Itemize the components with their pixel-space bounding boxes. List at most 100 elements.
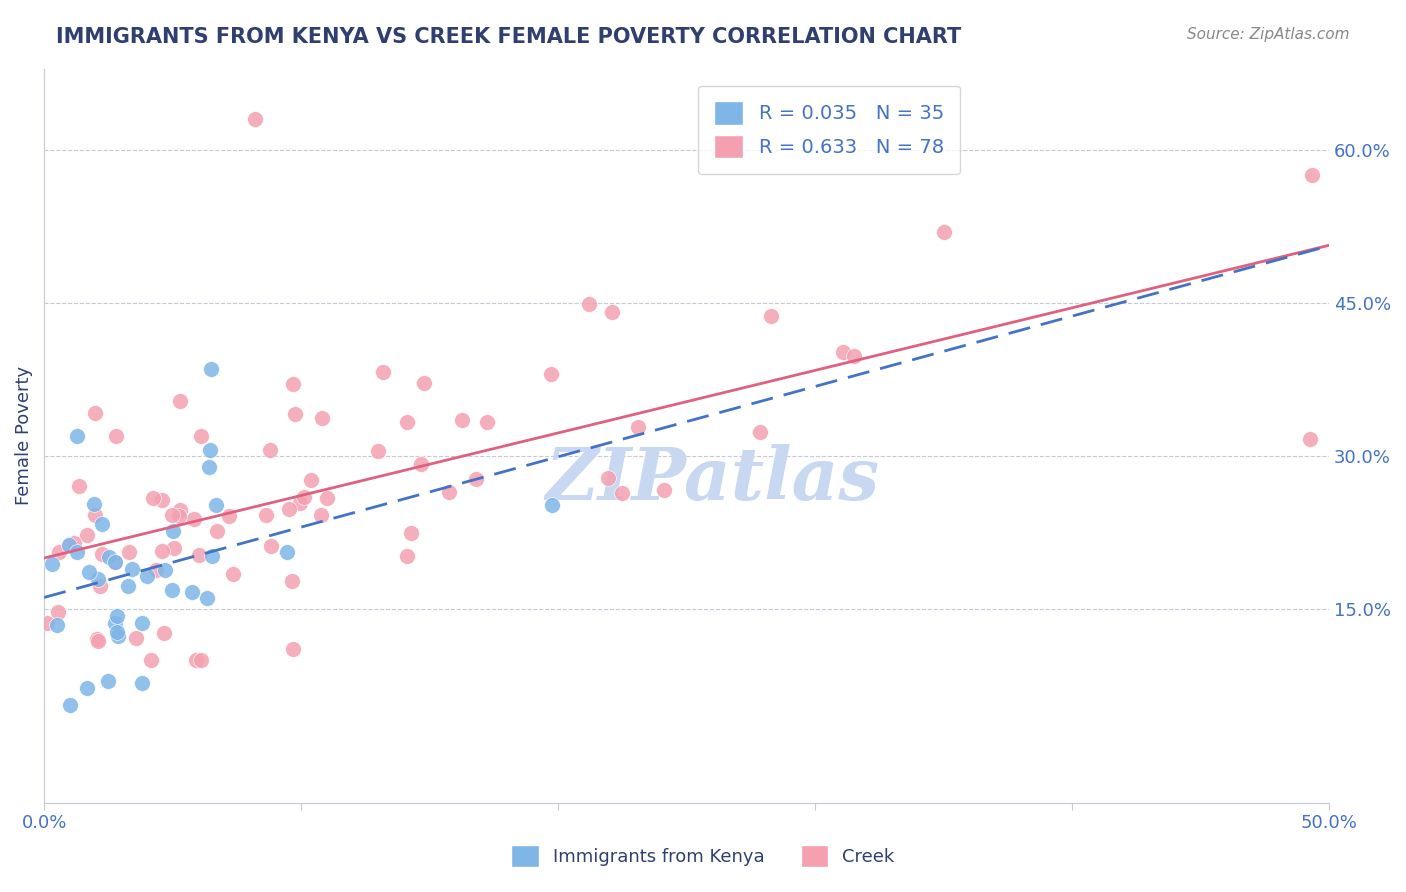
Point — [316, 491, 339, 505]
Point — [163, 541, 186, 555]
Point — [104, 555, 127, 569]
Point — [160, 582, 183, 597]
Point — [104, 616, 127, 631]
Point — [281, 574, 304, 588]
Point — [749, 425, 772, 440]
Point — [221, 566, 243, 581]
Point — [169, 503, 191, 517]
Point — [190, 429, 212, 443]
Point — [198, 459, 221, 474]
Point — [97, 673, 120, 688]
Point — [254, 508, 277, 523]
Point — [367, 443, 389, 458]
Legend: R = 0.035   N = 35, R = 0.633   N = 78: R = 0.035 N = 35, R = 0.633 N = 78 — [699, 86, 959, 174]
Point — [205, 524, 228, 539]
Point — [205, 498, 228, 512]
Point — [627, 420, 650, 434]
Point — [90, 516, 112, 531]
Point — [104, 429, 127, 443]
Point — [284, 407, 307, 421]
Point — [48, 545, 70, 559]
Point — [66, 428, 89, 442]
Point — [652, 483, 675, 497]
Point — [86, 632, 108, 646]
Point — [190, 653, 212, 667]
Point — [1299, 433, 1322, 447]
Point — [107, 629, 129, 643]
Point — [437, 485, 460, 500]
Point — [276, 545, 298, 559]
Point — [131, 615, 153, 630]
Point — [610, 485, 633, 500]
Point — [371, 365, 394, 379]
Point — [152, 492, 174, 507]
Point — [162, 524, 184, 538]
Point — [596, 471, 619, 485]
Point — [167, 508, 190, 523]
Point — [153, 626, 176, 640]
Point — [198, 442, 221, 457]
Point — [83, 406, 105, 420]
Point — [932, 225, 955, 239]
Point — [283, 642, 305, 657]
Text: IMMIGRANTS FROM KENYA VS CREEK FEMALE POVERTY CORRELATION CHART: IMMIGRANTS FROM KENYA VS CREEK FEMALE PO… — [56, 27, 962, 46]
Point — [292, 490, 315, 504]
Point — [59, 698, 82, 712]
Point — [260, 540, 283, 554]
Point — [832, 345, 855, 359]
Point — [602, 304, 624, 318]
Point — [87, 572, 110, 586]
Point — [243, 112, 266, 127]
Point — [540, 367, 562, 381]
Point — [184, 653, 207, 667]
Point — [155, 563, 177, 577]
Point — [131, 675, 153, 690]
Point — [200, 362, 222, 376]
Point — [299, 473, 322, 487]
Point — [76, 681, 98, 696]
Point — [84, 508, 107, 523]
Point — [105, 609, 128, 624]
Point — [277, 502, 299, 516]
Point — [87, 633, 110, 648]
Point — [842, 349, 865, 363]
Point — [59, 537, 82, 551]
Point — [281, 376, 304, 391]
Point — [58, 538, 80, 552]
Text: Source: ZipAtlas.com: Source: ZipAtlas.com — [1187, 27, 1350, 42]
Point — [46, 605, 69, 619]
Point — [396, 415, 419, 429]
Point — [125, 631, 148, 645]
Point — [136, 569, 159, 583]
Point — [67, 478, 90, 492]
Point — [290, 496, 312, 510]
Point — [83, 497, 105, 511]
Point — [150, 544, 173, 558]
Point — [1301, 168, 1323, 182]
Point — [759, 309, 782, 323]
Point — [35, 615, 58, 630]
Point — [197, 591, 219, 605]
Point — [76, 528, 98, 542]
Point — [311, 508, 333, 523]
Legend: Immigrants from Kenya, Creek: Immigrants from Kenya, Creek — [505, 838, 901, 874]
Point — [145, 563, 167, 577]
Point — [66, 544, 89, 558]
Point — [465, 472, 488, 486]
Point — [118, 545, 141, 559]
Point — [121, 562, 143, 576]
Point — [169, 394, 191, 409]
Point — [399, 526, 422, 541]
Point — [181, 585, 204, 599]
Point — [1369, 248, 1392, 262]
Point — [104, 555, 127, 569]
Point — [63, 535, 86, 549]
Point — [142, 491, 165, 506]
Point — [160, 508, 183, 523]
Point — [409, 457, 432, 471]
Point — [183, 512, 205, 526]
Point — [45, 618, 67, 632]
Point — [395, 549, 418, 563]
Point — [89, 579, 111, 593]
Point — [77, 565, 100, 579]
